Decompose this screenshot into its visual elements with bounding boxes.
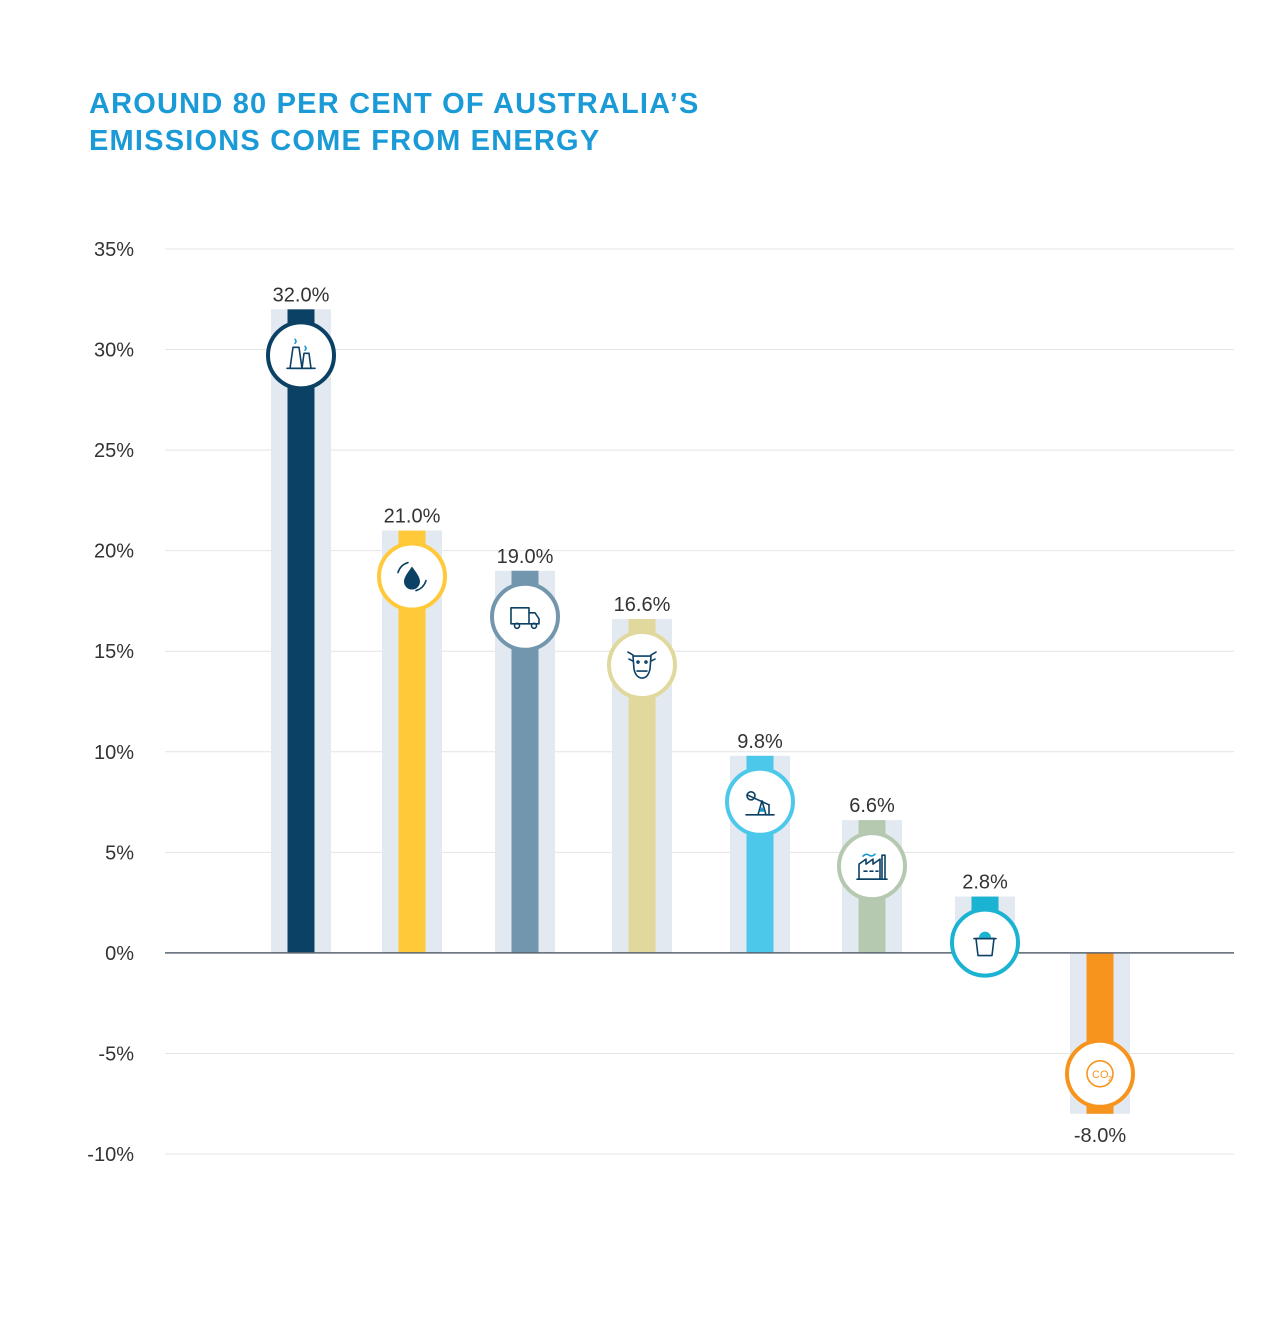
data-label: 32.0% <box>273 284 330 306</box>
y-tick-label: 25% <box>94 440 134 462</box>
data-label: 19.0% <box>497 546 554 568</box>
svg-text:CO: CO <box>1092 1069 1109 1081</box>
data-label: 6.6% <box>849 795 895 817</box>
y-tick-label: 0% <box>105 943 134 965</box>
bar <box>287 309 315 953</box>
y-tick-label: 15% <box>94 641 134 663</box>
data-label: -8.0% <box>1074 1125 1126 1147</box>
chart-title-line-1: AROUND 80 PER CENT OF AUSTRALIA’S <box>89 88 700 120</box>
co2-leaf-icon: CO 2 <box>1065 1038 1135 1109</box>
cow-icon <box>607 630 677 701</box>
y-tick-label: 35% <box>94 239 134 261</box>
data-labels: 32.0% 21.0% 19.0% 16.6% 9.8% 6.6% 2.8% -8.0% <box>273 284 1127 1146</box>
data-label: 2.8% <box>962 872 1008 894</box>
data-label: 16.6% <box>614 594 671 616</box>
chart-title-line-2: EMISSIONS COME FROM ENERGY <box>89 125 601 157</box>
bars <box>271 309 1130 1114</box>
oil-drop-icon <box>377 541 447 612</box>
power-station-icon <box>266 320 336 391</box>
y-tick-label: 5% <box>105 842 134 864</box>
oil-pump-icon <box>725 766 795 837</box>
y-tick-label: 10% <box>94 742 134 764</box>
y-tick-label: 30% <box>94 340 134 362</box>
bin-icon <box>950 907 1020 978</box>
bar-icons: CO 2 <box>266 320 1135 1109</box>
truck-icon <box>490 581 560 652</box>
gridlines <box>165 248 1234 1155</box>
data-label: 9.8% <box>737 731 783 753</box>
chart-title: AROUND 80 PER CENT OF AUSTRALIA’S EMISSI… <box>89 86 700 160</box>
factory-icon <box>837 831 907 902</box>
y-tick-label: -5% <box>98 1043 134 1065</box>
data-label: 21.0% <box>384 506 441 528</box>
y-tick-label: 20% <box>94 541 134 563</box>
svg-text:2: 2 <box>1108 1076 1112 1083</box>
y-tick-label: -10% <box>87 1144 134 1166</box>
y-axis-ticks: 35% 30% 25% 20% 15% 10% 5% 0% -5% -10% <box>87 239 134 1166</box>
